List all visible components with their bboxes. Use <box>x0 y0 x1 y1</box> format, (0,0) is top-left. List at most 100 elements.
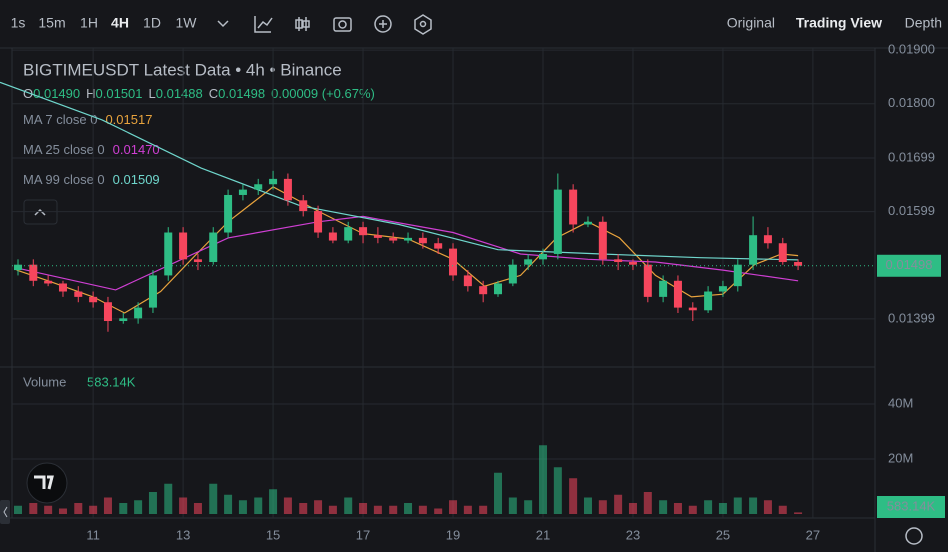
volume-bar <box>209 483 218 514</box>
candle-body <box>778 243 787 263</box>
view-tab[interactable]: Trading View <box>796 15 882 31</box>
candle-icon[interactable] <box>295 17 310 31</box>
volume-bar <box>269 489 278 514</box>
collapse-icon <box>34 208 46 216</box>
volume-bar <box>13 505 22 514</box>
ohlc-value: 0.01490 <box>33 86 80 101</box>
add-icon[interactable] <box>374 15 392 33</box>
tradingview-logo[interactable] <box>26 462 68 504</box>
volume-bar <box>673 503 682 514</box>
candle-body <box>418 237 427 244</box>
ma-name: MA 99 close 0 <box>23 172 105 187</box>
x-tick-label: 17 <box>356 527 370 542</box>
volume-bar <box>704 500 713 514</box>
side-tab-icon <box>3 506 8 518</box>
candle-body <box>283 178 292 201</box>
settings-dot <box>419 20 427 28</box>
volume-bar <box>494 472 503 514</box>
candle-body <box>524 259 533 265</box>
interval-button[interactable]: 1s <box>11 15 26 31</box>
candle-body <box>659 280 668 297</box>
volume-bar <box>749 497 758 514</box>
volume-bar <box>598 500 607 514</box>
x-tick-label: 19 <box>446 527 460 542</box>
screenshot-icon[interactable] <box>333 17 352 32</box>
y-tick-label: 0.01800 <box>888 95 935 110</box>
interval-button[interactable]: 15m <box>38 15 65 31</box>
ohlc-value: 0.01498 <box>218 86 265 101</box>
volume-bar <box>148 492 157 514</box>
volume-bar <box>524 500 533 514</box>
ohlc-legend: O0.01490 H0.01501 L0.01488 C0.01498 0.00009 … <box>23 86 375 101</box>
volume-bar <box>74 503 83 514</box>
settings-icon[interactable] <box>414 14 432 35</box>
volume-bar <box>553 467 562 514</box>
interval-button[interactable]: 1H <box>80 15 98 31</box>
volume-bar <box>314 500 323 514</box>
candle-body <box>749 235 758 265</box>
candle-body <box>373 235 382 238</box>
volume-bar <box>89 505 98 514</box>
volume-bar <box>569 478 578 514</box>
candle-body <box>628 262 637 265</box>
candle-body <box>688 307 697 311</box>
candle-body <box>74 291 83 297</box>
volume-bar <box>224 494 233 514</box>
y-tick-label: 0.01900 <box>888 42 935 57</box>
view-tab[interactable]: Depth <box>905 15 942 31</box>
add-plus <box>379 20 387 28</box>
ma-name: MA 7 close 0 <box>23 112 97 127</box>
ohlc-key: L <box>149 86 156 101</box>
volume-bar <box>328 505 337 514</box>
candle-body <box>733 264 742 287</box>
y-tick-label: 0.01599 <box>888 203 935 218</box>
last-price-tag <box>877 254 941 277</box>
volume-bar <box>29 503 38 514</box>
interval-button[interactable]: 1D <box>143 15 161 31</box>
volume-bar <box>119 503 128 514</box>
dropdown-icon[interactable] <box>217 20 229 28</box>
candle-body <box>119 318 128 322</box>
interval-button[interactable]: 4H <box>111 15 129 31</box>
ma-line <box>0 81 799 261</box>
candle-body <box>193 259 202 263</box>
toolbar-icons <box>217 14 432 35</box>
candle-body <box>494 283 503 295</box>
interval-button[interactable]: 1W <box>176 15 198 31</box>
volume-tick-label: 20M <box>888 450 913 465</box>
view-tab[interactable]: Original <box>727 15 775 31</box>
candle-body <box>29 264 38 281</box>
axis-settings-icon[interactable] <box>905 527 923 545</box>
candle-body <box>583 221 592 225</box>
candle-body <box>44 280 53 284</box>
candle-body <box>538 253 547 260</box>
ohlc-key: O <box>23 86 33 101</box>
candle-body <box>404 237 413 241</box>
volume-bar <box>718 503 727 514</box>
ma-value: 0.01470 <box>113 142 160 157</box>
ma-line <box>16 215 799 291</box>
candle-body <box>148 275 157 308</box>
candle-body <box>224 194 233 233</box>
volume-bar <box>479 505 488 514</box>
volume-bar <box>628 503 637 514</box>
candle-body <box>434 243 443 249</box>
candle-body <box>598 221 607 260</box>
volume-bar <box>643 492 652 514</box>
candle-body <box>718 286 727 292</box>
candle-body <box>614 259 623 263</box>
ohlc-value: 0.01501 <box>96 86 143 101</box>
x-tick-label: 21 <box>536 527 550 542</box>
volume-bar <box>283 497 292 514</box>
x-tick-label: 11 <box>86 527 100 542</box>
candle-body <box>479 286 488 295</box>
indicator-icon[interactable] <box>254 16 273 33</box>
candle-body <box>553 189 562 254</box>
volume-bar <box>688 505 697 514</box>
ohlc-key: H <box>86 86 95 101</box>
candle-body <box>344 227 353 241</box>
ma-name: MA 25 close 0 <box>23 142 105 157</box>
side-tab[interactable] <box>0 500 10 524</box>
volume-tick-label: 40M <box>888 395 913 410</box>
